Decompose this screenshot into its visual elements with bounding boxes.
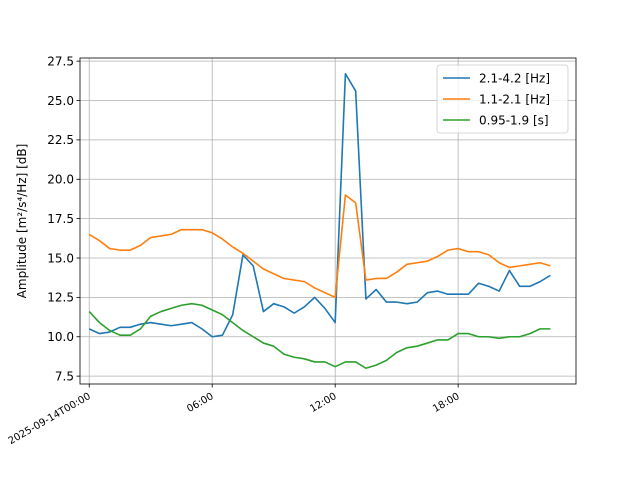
y-tick-label: 15.0 (47, 251, 74, 265)
legend: 2.1-4.2 [Hz] 1.1-2.1 [Hz] 0.95-1.9 [s] (436, 64, 569, 134)
legend-label: 0.95-1.9 [s] (479, 113, 549, 127)
y-tick-label: 25.0 (47, 94, 74, 108)
legend-label: 1.1-2.1 [Hz] (479, 92, 550, 106)
y-tick-label: 17.5 (47, 212, 74, 226)
axes-frame (79, 57, 577, 385)
y-tick-label: 22.5 (47, 133, 74, 147)
y-tick-label: 7.5 (55, 369, 74, 383)
series-lines (88, 72, 551, 370)
series-line-2 (88, 194, 551, 299)
y-tick-label: 27.5 (47, 54, 74, 68)
legend-label: 2.1-4.2 [Hz] (479, 71, 550, 85)
series-line-1 (88, 72, 551, 338)
series-line-3 (88, 302, 551, 370)
y-tick-label: 10.0 (47, 330, 74, 344)
y-tick-label: 20.0 (47, 173, 74, 187)
y-axis-label: Amplitude [m²/s⁴/Hz] [dB] (15, 144, 29, 299)
legend-box (436, 64, 569, 134)
y-tick-label: 12.5 (47, 291, 74, 305)
